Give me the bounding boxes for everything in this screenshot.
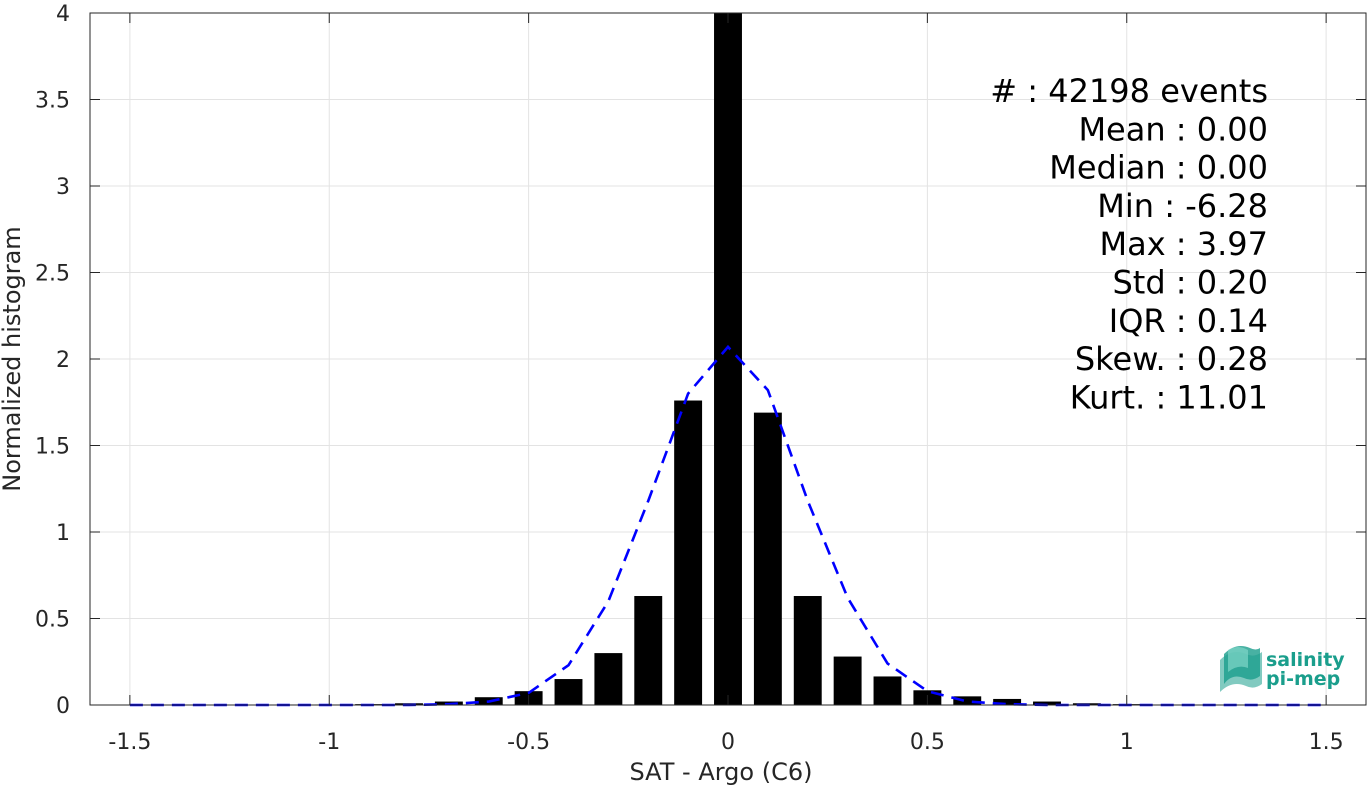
stat-line: Median : 0.00 bbox=[1049, 149, 1268, 187]
x-tick-label: 1 bbox=[1120, 730, 1134, 755]
bars-layer bbox=[115, 13, 1341, 706]
logo-text-line1: salinity bbox=[1266, 649, 1345, 671]
salinity-pi-mep-logo: salinity pi-mep bbox=[1220, 646, 1345, 692]
histogram-bar bbox=[953, 696, 982, 705]
x-axis-label: SAT - Argo (C6) bbox=[630, 758, 813, 786]
x-tick-label: 0 bbox=[721, 730, 735, 755]
x-tick-label: -0.5 bbox=[507, 730, 550, 755]
stat-line: Std : 0.20 bbox=[1112, 264, 1268, 302]
y-tick-label: 2 bbox=[56, 348, 70, 373]
y-axis-label: Normalized histogram bbox=[0, 226, 26, 491]
y-tick-label: 3 bbox=[56, 175, 70, 200]
histogram-bar bbox=[634, 596, 663, 705]
x-tick-label: -1 bbox=[318, 730, 340, 755]
x-tick-label: -1.5 bbox=[108, 730, 151, 755]
x-tick-label: 1.5 bbox=[1309, 730, 1344, 755]
y-tick-label: 0.5 bbox=[35, 608, 70, 633]
tick-labels-layer: -1.5 -1 -0.5 0 0.5 1 1.5 0 0.5 1 1.5 2 2.5 3 3.5 4 bbox=[35, 2, 1344, 755]
y-tick-label: 4 bbox=[56, 2, 70, 27]
y-tick-label: 3.5 bbox=[35, 89, 70, 114]
y-tick-label: 1 bbox=[56, 521, 70, 546]
stat-line: Max : 3.97 bbox=[1099, 225, 1268, 263]
histogram-bar bbox=[714, 13, 742, 705]
y-tick-label: 1.5 bbox=[35, 435, 70, 460]
histogram-bar bbox=[833, 656, 862, 705]
histogram-bar bbox=[793, 596, 822, 705]
histogram-bar bbox=[753, 412, 782, 705]
histogram-bar bbox=[674, 400, 703, 705]
logo-text-line2: pi-mep bbox=[1266, 668, 1340, 690]
x-tick-label: 0.5 bbox=[910, 730, 945, 755]
histogram-bar bbox=[554, 679, 583, 705]
stat-line: Min : -6.28 bbox=[1097, 187, 1268, 225]
histogram-bar bbox=[1033, 701, 1061, 705]
logo-wave-icon bbox=[1220, 646, 1262, 692]
stat-line: IQR : 0.14 bbox=[1109, 302, 1268, 340]
stat-line: Kurt. : 11.01 bbox=[1070, 378, 1268, 416]
histogram-bar bbox=[873, 676, 902, 705]
y-tick-label: 2.5 bbox=[35, 262, 70, 287]
y-tick-label: 0 bbox=[56, 694, 70, 719]
stat-line: Mean : 0.00 bbox=[1078, 110, 1268, 148]
ticks-layer bbox=[90, 12, 1366, 706]
histogram-bar bbox=[993, 698, 1022, 705]
histogram-bar bbox=[594, 653, 623, 705]
stat-line: Skew. : 0.28 bbox=[1075, 340, 1268, 378]
stat-line: # : 42198 events bbox=[990, 72, 1268, 110]
